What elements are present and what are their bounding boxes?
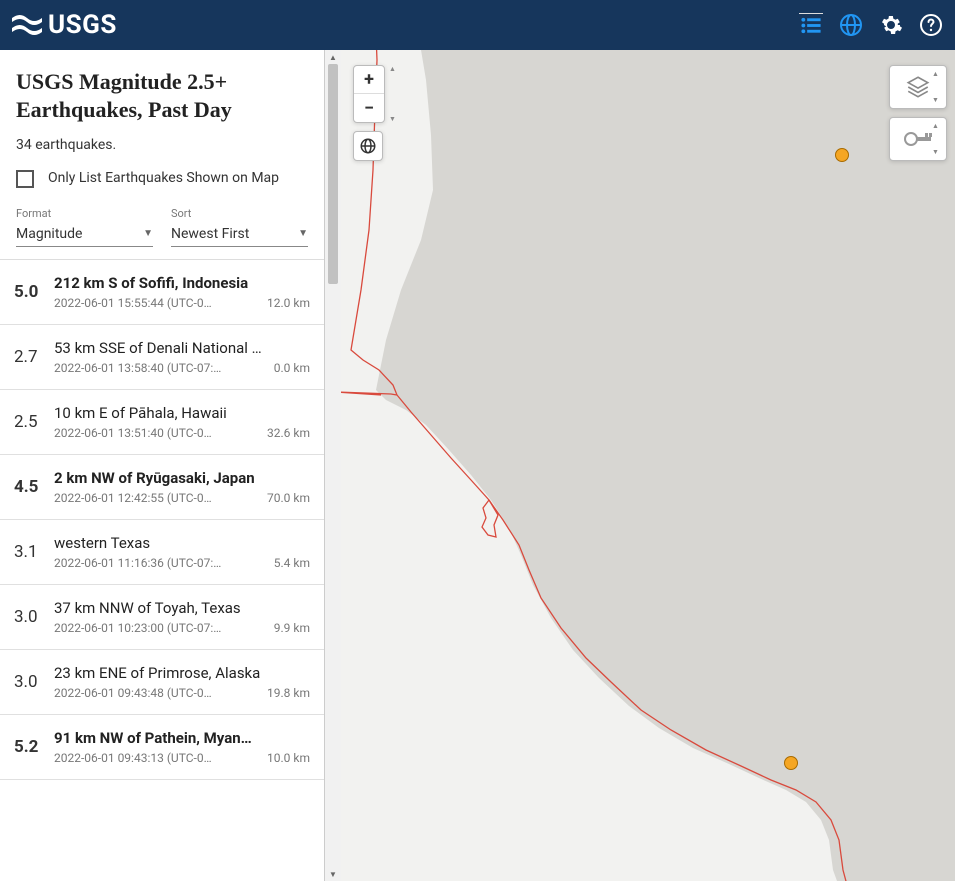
earthquake-depth: 0.0 km [274,361,310,375]
earthquake-depth: 70.0 km [267,491,310,505]
sidebar-header: USGS Magnitude 2.5+ Earthquakes, Past Da… [0,50,324,259]
page-title: USGS Magnitude 2.5+ Earthquakes, Past Da… [16,68,308,123]
earthquake-item[interactable]: 2.5 10 km E of Pāhala, Hawaii 2022-06-01… [0,390,324,455]
list-icon[interactable] [799,13,823,37]
world-extent-button[interactable] [353,131,383,161]
usgs-logo[interactable]: USGS [12,10,117,40]
sort-label: Sort [171,207,308,220]
chevron-down-icon: ▼ [298,228,308,239]
earthquake-time: 2022-06-01 13:58:40 (UTC-07:… [54,361,221,375]
earthquake-item[interactable]: 5.0 212 km S of Sofifi, Indonesia 2022-0… [0,260,324,325]
globe-icon [359,137,377,155]
earthquake-title: 10 km E of Pāhala, Hawaii [54,404,310,422]
earthquake-time: 2022-06-01 12:42:55 (UTC-0… [54,491,212,505]
sort-select[interactable]: Sort Newest First ▼ [171,207,308,247]
earthquake-item[interactable]: 3.1 western Texas 2022-06-01 11:16:36 (U… [0,520,324,585]
earthquake-title: 2 km NW of Ryūgasaki, Japan [54,469,310,487]
earthquake-item[interactable]: 3.0 37 km NNW of Toyah, Texas 2022-06-01… [0,585,324,650]
layers-button[interactable]: ▲▼ [889,65,947,109]
key-icon [903,129,933,149]
earthquake-magnitude: 3.1 [14,542,54,562]
earthquake-magnitude: 5.0 [14,282,54,302]
map-svg [341,50,955,881]
zoom-in-button[interactable]: + [354,66,384,94]
earthquake-magnitude: 3.0 [14,672,54,692]
earthquake-magnitude: 3.0 [14,607,54,627]
map-view[interactable]: + − ▲▼ ▲▼ ▲▼ [341,50,955,881]
sidebar-scrollbar[interactable]: ▲ ▼ [325,50,341,881]
zoom-step-arrows: ▲▼ [389,65,399,123]
earthquake-title: 91 km NW of Pathein, Myan… [54,729,310,747]
earthquake-item[interactable]: 2.7 53 km SSE of Denali National … 2022-… [0,325,324,390]
format-label: Format [16,207,153,220]
earthquake-item[interactable]: 4.5 2 km NW of Ryūgasaki, Japan 2022-06-… [0,455,324,520]
chevron-down-icon: ▼ [143,228,153,239]
earthquake-item[interactable]: 3.0 23 km ENE of Primrose, Alaska 2022-0… [0,650,324,715]
earthquake-depth: 12.0 km [267,296,310,310]
earthquake-title: 53 km SSE of Denali National … [54,339,310,357]
earthquake-item[interactable]: 5.2 91 km NW of Pathein, Myan… 2022-06-0… [0,715,324,780]
earthquake-depth: 19.8 km [267,686,310,700]
earthquake-time: 2022-06-01 11:16:36 (UTC-07:… [54,556,221,570]
earthquake-title: 37 km NNW of Toyah, Texas [54,599,310,617]
checkbox-unchecked[interactable] [16,170,34,188]
header-icon-group [799,13,943,37]
usgs-wave-icon [12,12,42,38]
earthquake-marker[interactable] [835,148,849,162]
map-filter-checkbox-row[interactable]: Only List Earthquakes Shown on Map [16,169,308,189]
earthquake-title: western Texas [54,534,310,552]
logo-text: USGS [48,10,117,40]
sort-value: Newest First [171,226,249,242]
format-select[interactable]: Format Magnitude ▼ [16,207,153,247]
map-layer-controls: ▲▼ ▲▼ [889,65,947,161]
earthquake-marker[interactable] [784,756,798,770]
zoom-out-button[interactable]: − [354,94,384,122]
scroll-down-arrow[interactable]: ▼ [325,867,341,881]
earthquake-time: 2022-06-01 15:55:44 (UTC-0… [54,296,212,310]
earthquake-time: 2022-06-01 09:43:48 (UTC-0… [54,686,212,700]
earthquake-magnitude: 4.5 [14,477,54,497]
help-icon[interactable] [919,13,943,37]
scroll-up-arrow[interactable]: ▲ [325,50,341,64]
earthquake-time: 2022-06-01 10:23:00 (UTC-07:… [54,621,221,635]
filter-label: Only List Earthquakes Shown on Map [48,169,279,189]
earthquake-magnitude: 2.7 [14,347,54,367]
globe-icon[interactable] [839,13,863,37]
earthquake-list: 5.0 212 km S of Sofifi, Indonesia 2022-0… [0,259,324,780]
main-content: USGS Magnitude 2.5+ Earthquakes, Past Da… [0,50,955,881]
earthquake-magnitude: 5.2 [14,737,54,757]
earthquake-depth: 32.6 km [267,426,310,440]
layers-icon [905,74,931,100]
earthquake-depth: 10.0 km [267,751,310,765]
earthquake-time: 2022-06-01 09:43:13 (UTC-0… [54,751,212,765]
gear-icon[interactable] [879,13,903,37]
land-mass [341,50,955,881]
legend-button[interactable]: ▲▼ [889,117,947,161]
earthquake-time: 2022-06-01 13:51:40 (UTC-0… [54,426,212,440]
scrollbar-thumb[interactable] [328,64,338,284]
earthquake-depth: 5.4 km [274,556,310,570]
app-header: USGS [0,0,955,50]
earthquake-count: 34 earthquakes. [16,137,308,153]
earthquake-title: 23 km ENE of Primrose, Alaska [54,664,310,682]
map-zoom-controls: + − ▲▼ [353,65,385,161]
format-value: Magnitude [16,226,82,242]
sidebar: USGS Magnitude 2.5+ Earthquakes, Past Da… [0,50,325,881]
earthquake-depth: 9.9 km [274,621,310,635]
earthquake-title: 212 km S of Sofifi, Indonesia [54,274,310,292]
earthquake-magnitude: 2.5 [14,412,54,432]
